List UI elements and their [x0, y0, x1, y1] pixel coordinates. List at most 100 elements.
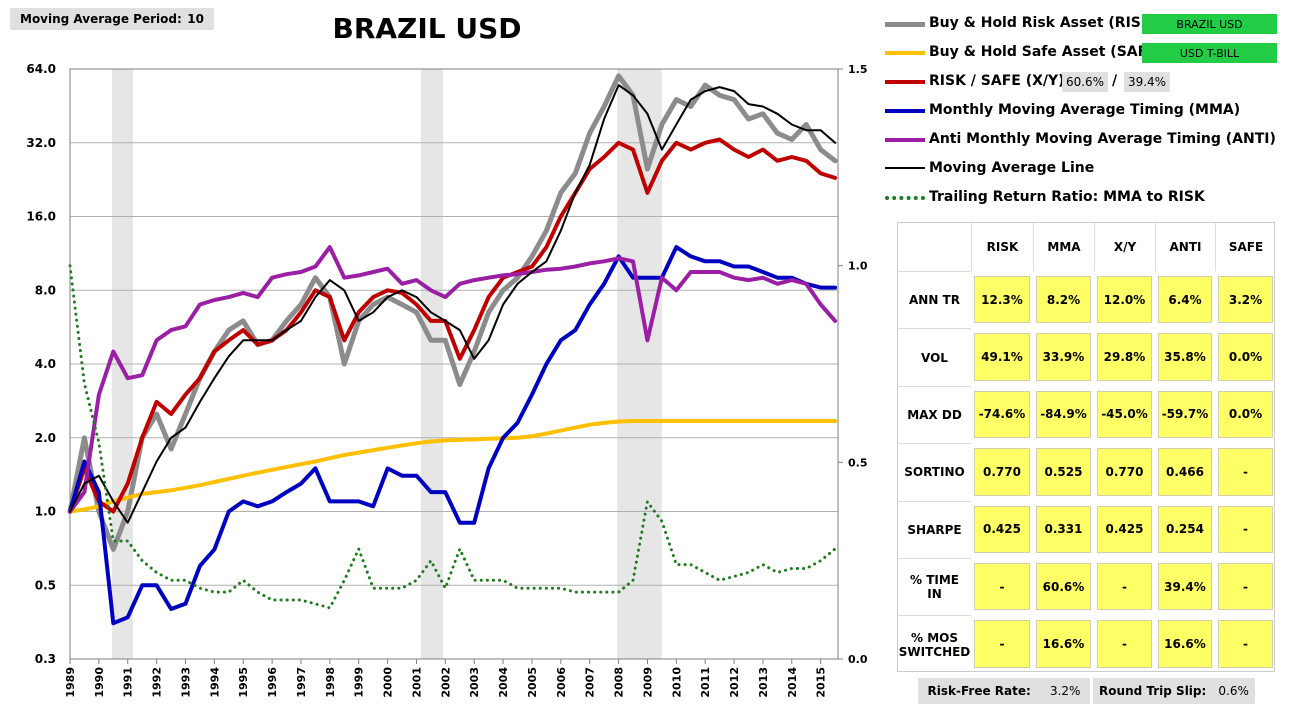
stat-cell: - — [1097, 620, 1152, 668]
x-tick-label: 2008 — [613, 667, 626, 698]
x-tick-label: 2003 — [468, 667, 481, 698]
x-tick-label: 1997 — [295, 667, 308, 698]
stat-cell: 0.425 — [1097, 505, 1152, 553]
ma-period-label: Moving Average Period: — [20, 12, 182, 26]
x-tick-label: 1990 — [93, 667, 106, 698]
ma-period-box: Moving Average Period: 10 — [10, 8, 214, 30]
x-tick-label: 2007 — [584, 667, 597, 698]
ma-period-value[interactable]: 10 — [187, 12, 204, 26]
column-header: X/Y — [1094, 223, 1155, 271]
stat-cell: 16.6% — [1158, 620, 1212, 668]
stat-cell: 0.525 — [1036, 448, 1091, 496]
stat-cell: 29.8% — [1097, 333, 1152, 381]
stat-cell: 39.4% — [1158, 563, 1212, 611]
weight-separator: / — [1112, 73, 1118, 89]
stat-cell: -59.7% — [1158, 390, 1212, 439]
stat-cell: 8.2% — [1036, 276, 1091, 324]
x-tick-label: 2014 — [786, 667, 799, 698]
y-tick-label: 0.5 — [35, 578, 56, 592]
safe-weight-field: 39.4% — [1124, 72, 1170, 92]
legend-label: Anti Monthly Moving Average Timing (ANTI… — [929, 131, 1276, 147]
y-tick-label: 4.0 — [35, 357, 56, 371]
x-tick-label: 2009 — [641, 667, 654, 698]
legend-swatch — [885, 22, 925, 27]
y-tick-label: 8.0 — [35, 283, 56, 297]
stat-cell: 0.254 — [1158, 505, 1212, 553]
x-tick-label: 1999 — [353, 667, 366, 698]
stat-cell: 35.8% — [1158, 333, 1212, 381]
y-tick-label: 1.0 — [35, 505, 56, 519]
column-header: SAFE — [1215, 223, 1276, 271]
x-tick-label: 2005 — [526, 667, 539, 698]
risk-free-value: 3.2% — [1049, 684, 1081, 698]
x-tick-label: 2001 — [410, 667, 423, 698]
series-line — [68, 245, 838, 626]
x-tick-label: 1998 — [324, 667, 337, 698]
x-tick-label: 1994 — [208, 667, 221, 698]
stat-cell: - — [1218, 620, 1273, 668]
y-tick-label: 16.0 — [26, 210, 56, 224]
row-label: SHARPE — [898, 500, 971, 558]
stat-cell: 16.6% — [1036, 620, 1091, 668]
legend-label: RISK / SAFE (X/Y): — [929, 73, 1071, 89]
legend-label: Buy & Hold Risk Asset (RISK): — [929, 15, 1164, 31]
stat-cell: 12.0% — [1097, 276, 1152, 324]
stat-cell: - — [1218, 448, 1273, 496]
y2-tick-label: 1.5 — [848, 63, 868, 76]
safe-asset-field[interactable]: USD T-BILL — [1142, 43, 1277, 63]
column-header: RISK — [971, 223, 1033, 271]
stat-cell: 0.770 — [1097, 448, 1152, 496]
series-line — [68, 137, 838, 514]
stat-cell: 0.466 — [1158, 448, 1212, 496]
y-tick-label: 2.0 — [35, 431, 56, 445]
stat-cell: 0.770 — [974, 448, 1030, 496]
row-label: % MOS SWITCHED — [898, 615, 971, 672]
stat-cell: - — [1218, 505, 1273, 553]
stat-cell: - — [1218, 563, 1273, 611]
row-label: ANN TR — [898, 271, 971, 328]
x-tick-label: 1989 — [64, 667, 77, 698]
legend-label: Moving Average Line — [929, 160, 1095, 176]
stat-cell: 12.3% — [974, 276, 1030, 324]
stat-cell: - — [974, 620, 1030, 668]
stat-cell: 6.4% — [1158, 276, 1212, 324]
x-tick-label: 2013 — [757, 667, 770, 698]
risk-asset-field[interactable]: BRAZIL USD — [1142, 14, 1277, 34]
risk-free-label: Risk-Free Rate: — [927, 684, 1031, 698]
series-line — [68, 245, 838, 514]
slip-label: Round Trip Slip: — [1099, 684, 1207, 698]
stat-cell: - — [974, 563, 1030, 611]
x-tick-label: 1991 — [122, 667, 135, 698]
row-label: VOL — [898, 328, 971, 385]
row-label: % TIME IN — [898, 558, 971, 615]
x-tick-label: 1992 — [151, 667, 164, 698]
slip-value: 0.6% — [1218, 684, 1249, 698]
series-line — [68, 419, 838, 514]
row-label: MAX DD — [898, 385, 971, 443]
x-tick-label: 1996 — [266, 667, 279, 698]
stat-cell: 0.0% — [1218, 390, 1273, 439]
slip-box: Round Trip Slip: 0.6% — [1093, 678, 1255, 704]
legend-swatch — [885, 167, 925, 169]
x-tick-label: 2006 — [555, 667, 568, 698]
legend-label: Buy & Hold Safe Asset (SAFE): — [929, 44, 1169, 60]
x-tick-label: 1993 — [179, 667, 192, 698]
y-tick-label: 0.3 — [35, 652, 56, 666]
stats-table: RISK MMA X/Y ANTI SAFE ANN TR 12.3% 8.2% 12.0% 6.… — [897, 222, 1275, 672]
stat-cell: -84.9% — [1036, 390, 1091, 439]
stat-cell: - — [1097, 563, 1152, 611]
x-tick-label: 2000 — [382, 667, 395, 698]
stat-cell: -45.0% — [1097, 390, 1152, 439]
row-label: SORTINO — [898, 443, 971, 500]
y-tick-label: 32.0 — [26, 136, 56, 150]
x-tick-label: 2002 — [439, 667, 452, 698]
legend-swatch — [885, 138, 925, 142]
plot-frame — [69, 68, 839, 660]
stat-cell: 0.331 — [1036, 505, 1091, 553]
legend-label: Trailing Return Ratio: MMA to RISK — [929, 189, 1205, 205]
series-line — [67, 73, 838, 552]
stat-cell: 33.9% — [1036, 333, 1091, 381]
stat-cell: 0.0% — [1218, 333, 1273, 381]
legend-swatch — [885, 196, 925, 200]
